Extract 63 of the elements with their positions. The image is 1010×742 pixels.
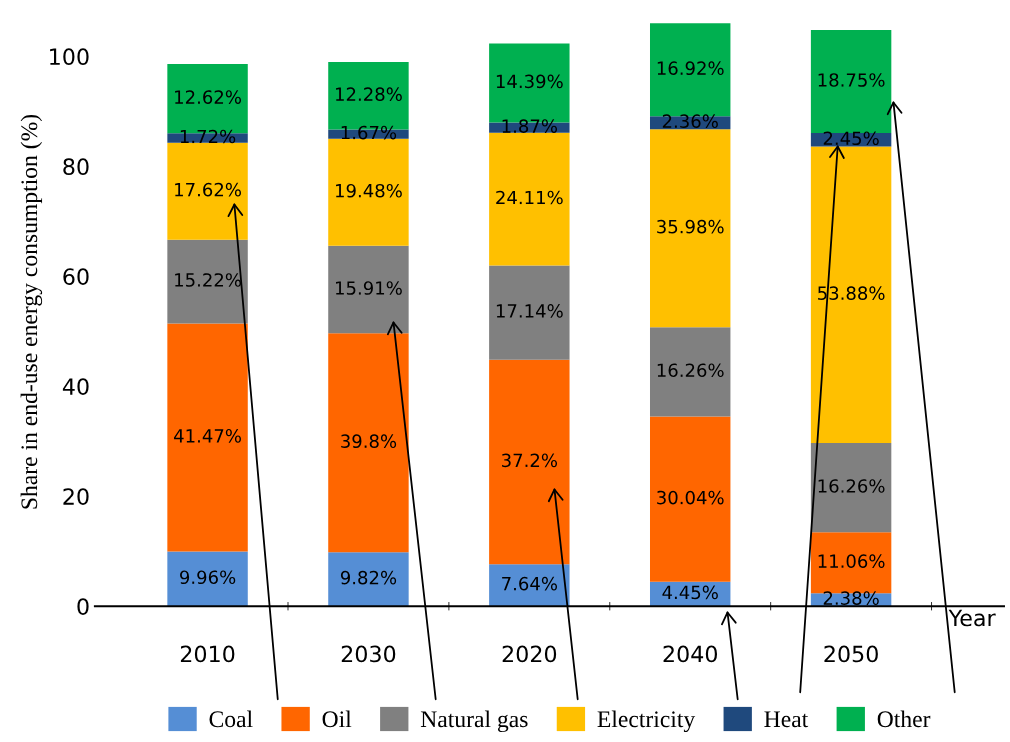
bar [649,416,731,582]
bar [328,333,409,553]
x-tick-label: 2040 [663,645,718,663]
legend-label: Heat [764,711,809,728]
data-label: 2.38% [823,591,879,605]
data-label: 18.75% [818,73,885,87]
data-label: 2.36% [662,114,718,129]
data-label: 1.87% [502,119,558,133]
data-label: 17.14% [496,304,563,318]
bar [489,265,570,360]
data-label: 17.62% [175,182,241,197]
data-label: 16.26% [657,363,724,378]
bar [489,564,570,607]
bar [167,142,248,240]
data-label: 14.39% [496,74,563,89]
x-tick-label: 2010 [180,645,235,663]
legend-label: Other [877,710,931,728]
data-label: 15.91% [336,281,402,295]
data-label: 24.11% [496,190,563,205]
data-label: 35.98% [657,219,724,234]
data-label: 16.92% [657,61,724,76]
bar [649,327,731,417]
legend-label: Electricity [597,710,696,733]
bar [167,551,248,607]
data-label: 12.28% [336,87,402,102]
data-label: 30.04% [657,490,724,505]
bar [328,552,409,607]
data-label: 11.06% [818,554,885,568]
x-axis-title: Year [948,609,996,627]
x-tick-label: 2050 [824,645,878,663]
data-label: 7.64% [502,576,558,591]
bar [328,245,409,334]
y-tick-label: 0 [77,598,89,615]
legend-label: Oil [322,710,352,728]
data-label: 9.96% [180,570,236,585]
bar [810,442,892,533]
data-label: 41.47% [174,429,241,443]
y-axis-title: Share in end-use energy consumption (%) [20,114,43,509]
bar [649,129,731,328]
bar [167,239,248,324]
bar [489,359,570,565]
x-tick-label: 2030 [341,645,396,663]
bar [328,138,409,246]
data-label: 39.8% [341,434,397,449]
data-label: 16.26% [818,479,885,493]
data-label: 4.45% [662,585,718,600]
y-tick-label: 100 [50,48,89,66]
data-label: 19.48% [336,183,402,198]
data-label: 37.2% [502,453,558,468]
bar [167,323,248,552]
y-tick-label: 40 [62,378,89,396]
bar [489,132,570,266]
data-label: 2.45% [823,131,879,146]
y-tick-label: 60 [63,268,89,286]
data-label: 1.72% [180,129,236,144]
y-tick-label: 20 [63,488,89,505]
bar [810,146,892,443]
data-label: 12.62% [175,90,241,104]
x-tick-label: 2020 [502,645,557,663]
data-label: 9.82% [340,570,397,585]
y-tick-label: 80 [63,158,89,176]
legend-label: Coal [209,710,253,728]
legend-label: Natural gas [420,710,528,733]
